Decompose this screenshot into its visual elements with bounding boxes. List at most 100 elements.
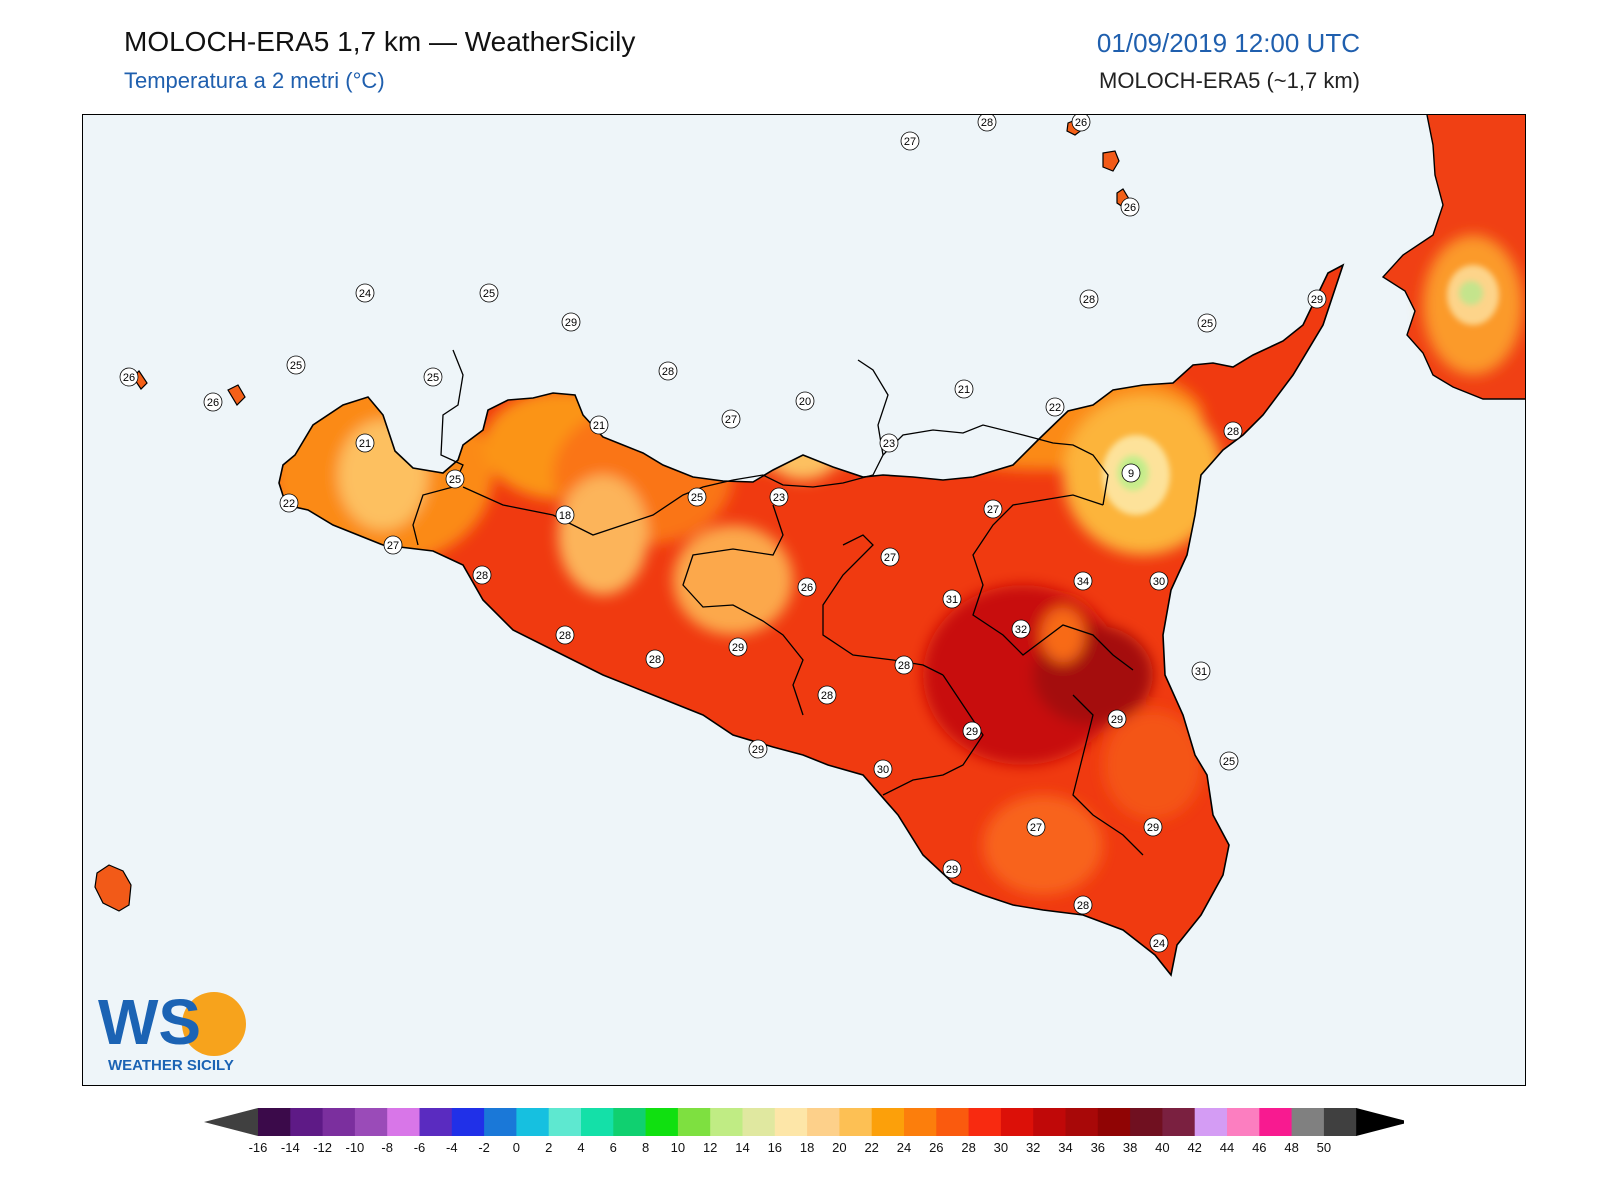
svg-text:9: 9	[1128, 468, 1134, 480]
svg-text:28: 28	[559, 630, 571, 642]
svg-text:18: 18	[559, 510, 571, 522]
colorbar-tick-label: 38	[1123, 1140, 1137, 1155]
svg-text:29: 29	[732, 642, 744, 654]
colorbar-tick-label: 2	[545, 1140, 552, 1155]
colorbar-tick-label: 16	[768, 1140, 782, 1155]
colorbar-swatch	[419, 1108, 453, 1136]
colorbar-arrow-high	[1356, 1108, 1411, 1136]
svg-text:27: 27	[387, 540, 399, 552]
colorbar-swatch	[322, 1108, 356, 1136]
station-marker: 25	[479, 283, 499, 303]
station-marker: 28	[472, 565, 492, 585]
colorbar-tick-label: 10	[671, 1140, 685, 1155]
colorbar-tick-label: 42	[1187, 1140, 1201, 1155]
colorbar-swatch	[645, 1108, 679, 1136]
colorbar-swatch	[354, 1108, 388, 1136]
svg-text:25: 25	[691, 492, 703, 504]
colorbar-swatch	[807, 1108, 840, 1136]
colorbar-tick-label: -12	[313, 1140, 332, 1155]
station-marker: 25	[1219, 751, 1239, 771]
station-marker: 32	[1011, 619, 1031, 639]
svg-text:20: 20	[799, 396, 811, 408]
svg-text:29: 29	[1311, 294, 1323, 306]
colorbar-swatch	[677, 1108, 711, 1136]
svg-text:27: 27	[1030, 822, 1042, 834]
colorbar-tick-label: 18	[800, 1140, 814, 1155]
station-marker: 21	[589, 415, 609, 435]
svg-text:23: 23	[773, 492, 785, 504]
svg-text:26: 26	[801, 582, 813, 594]
colorbar-swatch	[1097, 1108, 1131, 1136]
colorbar-tick-label: 22	[864, 1140, 878, 1155]
colorbar-tick-label: 28	[961, 1140, 975, 1155]
colorbar-swatch	[742, 1108, 776, 1136]
colorbar-swatch	[516, 1108, 550, 1136]
colorbar-swatch	[613, 1108, 647, 1136]
colorbar-tick-label: 8	[642, 1140, 649, 1155]
station-marker: 31	[1191, 661, 1211, 681]
colorbar-tick-label: 12	[703, 1140, 717, 1155]
svg-text:21: 21	[359, 438, 371, 450]
station-marker: 26	[797, 577, 817, 597]
svg-text:28: 28	[662, 366, 674, 378]
svg-text:25: 25	[427, 372, 439, 384]
svg-text:25: 25	[290, 360, 302, 372]
svg-text:28: 28	[1083, 294, 1095, 306]
svg-text:28: 28	[1227, 426, 1239, 438]
colorbar-arrow-low	[204, 1108, 258, 1136]
station-marker: 25	[286, 355, 306, 375]
station-marker: 27	[721, 409, 741, 429]
svg-text:28: 28	[981, 117, 993, 129]
colorbar-swatch	[258, 1108, 291, 1136]
station-marker: 23	[879, 433, 899, 453]
colorbar-tick-label: -4	[446, 1140, 458, 1155]
temperature-colorbar: -16 -14 -12 -10 -8 -6 -4 -2 0 2 4 6 8 10 12 14 16 18 20 22 2…	[204, 1108, 1411, 1158]
station-marker: 28	[817, 685, 837, 705]
colorbar-tick-label: 34	[1058, 1140, 1072, 1155]
colorbar-swatch	[1033, 1108, 1066, 1136]
colorbar-swatch	[581, 1108, 614, 1136]
station-marker: 27	[880, 547, 900, 567]
svg-text:27: 27	[725, 414, 737, 426]
svg-text:25: 25	[1223, 756, 1235, 768]
colorbar-tick-label: -8	[381, 1140, 393, 1155]
colorbar-tick-label: 20	[832, 1140, 846, 1155]
station-marker: 25	[423, 367, 443, 387]
map-title: MOLOCH-ERA5 1,7 km — WeatherSicily	[124, 26, 636, 57]
svg-text:28: 28	[1077, 900, 1089, 912]
station-marker: 25	[1197, 313, 1217, 333]
svg-text:23: 23	[883, 438, 895, 450]
svg-text:34: 34	[1077, 576, 1089, 588]
weathersicily-logo: WS WEATHER SICILY	[96, 984, 256, 1074]
colorbar-tick-label: -10	[346, 1140, 365, 1155]
colorbar-tick-label: 48	[1284, 1140, 1298, 1155]
colorbar-swatch	[1162, 1108, 1196, 1136]
station-marker: 28	[1223, 421, 1243, 441]
colorbar-swatch	[1000, 1108, 1034, 1136]
map-subtitle: Temperatura a 2 metri (°C)	[124, 68, 385, 93]
colorbar-tick-label: 50	[1317, 1140, 1331, 1155]
station-marker: 28	[1073, 895, 1093, 915]
svg-text:24: 24	[359, 288, 371, 300]
colorbar-tick-label: 32	[1026, 1140, 1040, 1155]
svg-text:21: 21	[593, 420, 605, 432]
svg-text:30: 30	[877, 764, 889, 776]
colorbar-swatch	[839, 1108, 873, 1136]
station-marker: 23	[769, 487, 789, 507]
svg-text:29: 29	[1147, 822, 1159, 834]
station-marker: 27	[1026, 817, 1046, 837]
station-marker: 21	[355, 433, 375, 453]
svg-text:25: 25	[449, 474, 461, 486]
svg-text:27: 27	[987, 504, 999, 516]
station-marker: 27	[383, 535, 403, 555]
temperature-map[interactable]: 28 26 27 26 24 25 29 28 29 25 26 25 25 2…	[82, 114, 1526, 1086]
station-marker: 27	[900, 131, 920, 151]
station-marker: 24	[355, 283, 375, 303]
svg-text:29: 29	[752, 744, 764, 756]
colorbar-swatch	[1194, 1108, 1228, 1136]
colorbar-tick-label: -16	[249, 1140, 268, 1155]
station-marker: 28	[555, 625, 575, 645]
colorbar-swatch	[774, 1108, 808, 1136]
svg-text:26: 26	[123, 372, 135, 384]
colorbar-tick-label: 24	[897, 1140, 911, 1155]
